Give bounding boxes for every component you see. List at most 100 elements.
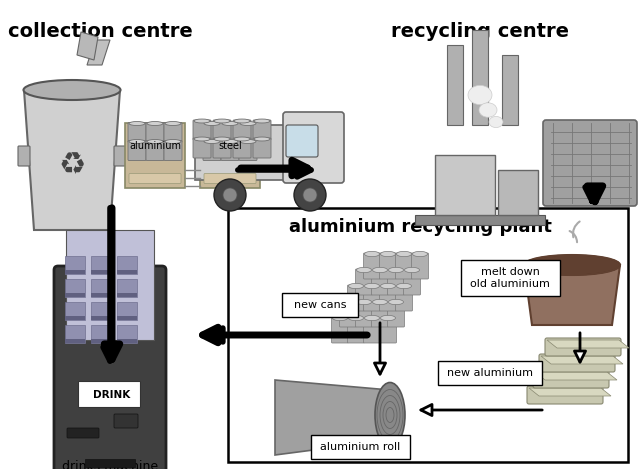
- FancyBboxPatch shape: [253, 120, 271, 140]
- Ellipse shape: [222, 139, 238, 144]
- FancyBboxPatch shape: [114, 414, 138, 428]
- Ellipse shape: [147, 121, 163, 126]
- Ellipse shape: [194, 137, 210, 141]
- FancyBboxPatch shape: [128, 141, 146, 160]
- FancyBboxPatch shape: [117, 339, 137, 343]
- Polygon shape: [541, 356, 623, 364]
- Text: drinks machine: drinks machine: [62, 460, 158, 469]
- Polygon shape: [77, 32, 98, 60]
- Ellipse shape: [129, 121, 145, 126]
- Ellipse shape: [349, 315, 364, 321]
- FancyBboxPatch shape: [91, 325, 111, 343]
- FancyBboxPatch shape: [533, 370, 609, 388]
- Ellipse shape: [204, 139, 220, 144]
- FancyBboxPatch shape: [18, 146, 30, 166]
- FancyBboxPatch shape: [91, 293, 111, 297]
- Ellipse shape: [372, 299, 387, 305]
- FancyBboxPatch shape: [355, 269, 372, 295]
- FancyBboxPatch shape: [65, 256, 85, 274]
- FancyBboxPatch shape: [203, 122, 221, 143]
- FancyBboxPatch shape: [117, 279, 137, 297]
- FancyBboxPatch shape: [502, 55, 518, 125]
- FancyBboxPatch shape: [117, 293, 137, 297]
- FancyBboxPatch shape: [438, 361, 542, 385]
- Ellipse shape: [234, 119, 250, 123]
- Circle shape: [223, 188, 237, 202]
- FancyBboxPatch shape: [67, 428, 99, 438]
- FancyBboxPatch shape: [213, 120, 231, 140]
- Ellipse shape: [397, 251, 412, 257]
- FancyBboxPatch shape: [65, 316, 85, 320]
- FancyBboxPatch shape: [91, 302, 111, 320]
- Text: new cans: new cans: [294, 300, 346, 310]
- Ellipse shape: [240, 121, 256, 126]
- Ellipse shape: [365, 283, 380, 288]
- FancyBboxPatch shape: [239, 122, 257, 143]
- FancyBboxPatch shape: [65, 339, 85, 343]
- Text: collection centre: collection centre: [8, 22, 193, 41]
- Ellipse shape: [489, 116, 503, 128]
- FancyBboxPatch shape: [164, 141, 182, 160]
- FancyBboxPatch shape: [129, 174, 181, 183]
- Text: aluminium roll: aluminium roll: [320, 442, 400, 452]
- Ellipse shape: [356, 299, 371, 305]
- FancyBboxPatch shape: [545, 338, 621, 356]
- FancyBboxPatch shape: [91, 339, 111, 343]
- Ellipse shape: [404, 267, 419, 272]
- Ellipse shape: [254, 119, 270, 123]
- Ellipse shape: [365, 315, 380, 321]
- FancyBboxPatch shape: [447, 45, 463, 125]
- Ellipse shape: [468, 85, 492, 105]
- Ellipse shape: [165, 121, 181, 126]
- Ellipse shape: [214, 137, 230, 141]
- Ellipse shape: [254, 137, 270, 141]
- Ellipse shape: [340, 299, 355, 305]
- FancyBboxPatch shape: [435, 155, 495, 215]
- FancyBboxPatch shape: [348, 317, 365, 343]
- Circle shape: [294, 179, 326, 211]
- FancyBboxPatch shape: [91, 270, 111, 274]
- Ellipse shape: [413, 251, 428, 257]
- FancyBboxPatch shape: [213, 138, 231, 158]
- Polygon shape: [24, 90, 120, 230]
- FancyBboxPatch shape: [164, 122, 182, 143]
- FancyBboxPatch shape: [125, 122, 185, 188]
- Ellipse shape: [524, 255, 620, 275]
- Ellipse shape: [365, 251, 380, 257]
- FancyBboxPatch shape: [396, 253, 413, 279]
- FancyBboxPatch shape: [117, 325, 137, 343]
- FancyBboxPatch shape: [204, 174, 256, 183]
- FancyBboxPatch shape: [91, 279, 111, 297]
- FancyBboxPatch shape: [233, 138, 251, 158]
- Ellipse shape: [381, 315, 396, 321]
- FancyBboxPatch shape: [387, 269, 404, 295]
- FancyBboxPatch shape: [78, 381, 140, 407]
- FancyBboxPatch shape: [117, 302, 137, 320]
- Ellipse shape: [147, 139, 163, 144]
- FancyBboxPatch shape: [282, 293, 358, 317]
- Polygon shape: [547, 340, 629, 348]
- FancyBboxPatch shape: [193, 138, 211, 158]
- FancyBboxPatch shape: [91, 316, 111, 320]
- FancyBboxPatch shape: [371, 269, 388, 295]
- Polygon shape: [535, 372, 617, 380]
- Ellipse shape: [372, 267, 387, 272]
- FancyBboxPatch shape: [396, 285, 413, 311]
- FancyBboxPatch shape: [472, 30, 488, 125]
- Ellipse shape: [222, 121, 238, 126]
- Text: recycling centre: recycling centre: [391, 22, 569, 41]
- Ellipse shape: [388, 299, 403, 305]
- FancyBboxPatch shape: [364, 253, 381, 279]
- FancyBboxPatch shape: [332, 317, 349, 343]
- FancyBboxPatch shape: [371, 301, 388, 327]
- Polygon shape: [275, 380, 390, 455]
- FancyBboxPatch shape: [146, 122, 164, 143]
- Ellipse shape: [214, 119, 230, 123]
- FancyBboxPatch shape: [91, 256, 111, 274]
- Ellipse shape: [333, 315, 348, 321]
- FancyBboxPatch shape: [65, 293, 85, 297]
- FancyBboxPatch shape: [355, 301, 372, 327]
- Polygon shape: [524, 265, 620, 325]
- FancyBboxPatch shape: [364, 285, 381, 311]
- FancyBboxPatch shape: [403, 269, 420, 295]
